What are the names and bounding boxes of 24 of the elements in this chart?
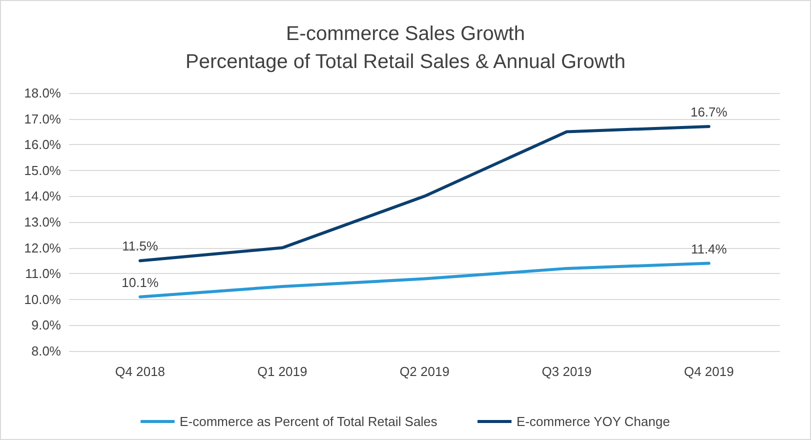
legend-label: E-commerce YOY Change [516, 414, 670, 429]
legend-label: E-commerce as Percent of Total Retail Sales [180, 414, 438, 429]
chart-subtitle: Percentage of Total Retail Sales & Annual Growth [186, 51, 626, 73]
data-label: 10.1% [122, 274, 159, 290]
y-tick-label: 9.0% [31, 318, 62, 333]
chart-title: E-commerce Sales Growth [286, 23, 525, 45]
x-tick-label: Q3 2019 [542, 364, 592, 379]
y-tick-label: 10.0% [24, 292, 62, 307]
y-tick-label: 16.0% [24, 137, 62, 152]
y-tick-label: 14.0% [24, 188, 62, 204]
x-tick-label: Q2 2019 [400, 364, 450, 379]
data-label: 11.5% [122, 238, 158, 254]
y-tick-label: 17.0% [24, 111, 62, 126]
y-tick-label: 8.0% [31, 344, 62, 358]
y-tick-label: 15.0% [24, 162, 62, 178]
x-tick-label: Q4 2019 [684, 364, 734, 379]
x-tick-label: Q1 2019 [257, 364, 308, 379]
x-tick-label: Q4 2018 [115, 364, 166, 379]
y-tick-label: 18.0% [24, 86, 62, 100]
y-tick-label: 13.0% [24, 214, 62, 230]
y-tick-label: 12.0% [24, 240, 62, 256]
data-label: 16.7% [690, 104, 728, 120]
data-label: 11.4% [690, 241, 728, 256]
y-tick-label: 11.0% [25, 266, 62, 282]
